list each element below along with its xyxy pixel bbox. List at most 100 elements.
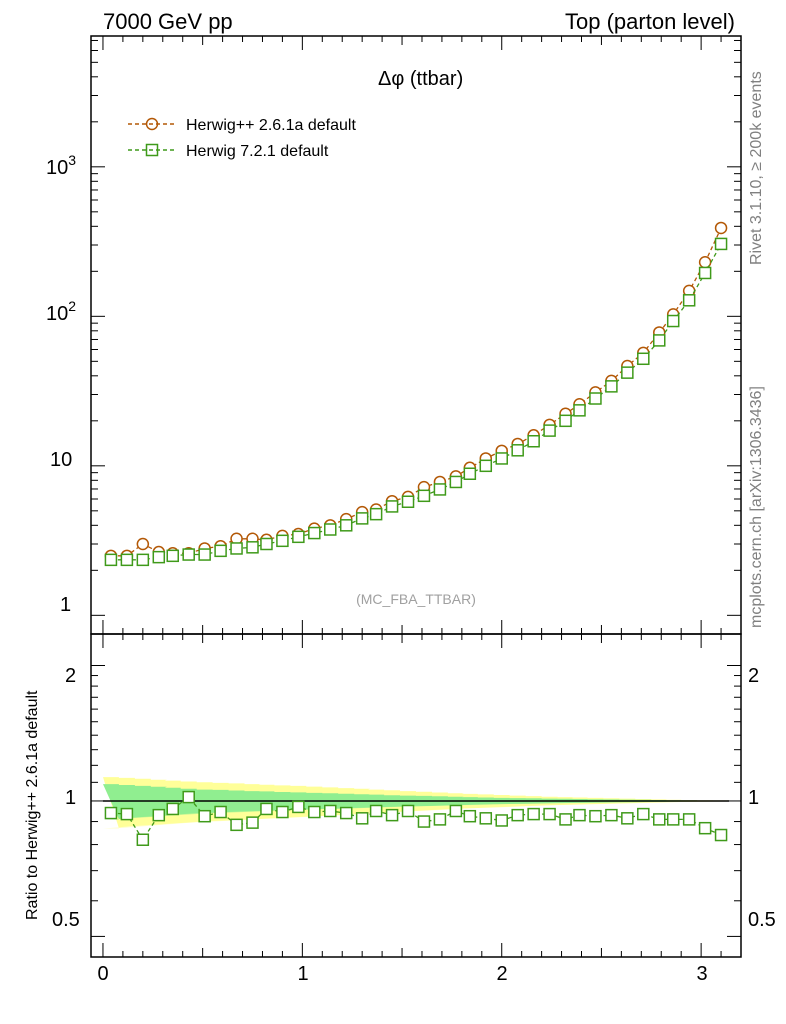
data-point-s2	[401, 495, 415, 509]
ratio-point	[559, 813, 572, 826]
data-point-s2	[136, 553, 150, 567]
ratio-point	[621, 812, 634, 825]
ratio-point	[573, 808, 586, 822]
ratio-point	[104, 806, 118, 820]
data-point-s2	[653, 334, 666, 347]
ratio-point	[433, 813, 447, 826]
watermark: (MC_FBA_TTBAR)	[356, 591, 476, 607]
data-point-s2	[198, 548, 211, 561]
data-point-s2	[449, 475, 463, 489]
ratio-tick-right-2: 2	[748, 665, 759, 687]
data-point-s2	[355, 512, 369, 525]
legend-label-s1: Herwig++ 2.6.1a default	[186, 117, 356, 134]
rivet-label: Rivet 3.1.10, ≥ 200k events	[748, 71, 765, 265]
data-point-s2	[104, 553, 118, 567]
legend: Herwig++ 2.6.1a default Herwig 7.2.1 def…	[128, 117, 356, 160]
ratio-point	[449, 804, 463, 818]
ratio-tick-left-0.5: 0.5	[52, 909, 80, 931]
ratio-point	[666, 813, 680, 826]
y-tick-1000: 103	[46, 152, 76, 179]
ratio-point	[479, 812, 493, 825]
data-point-s2	[479, 459, 493, 473]
data-point-s1	[136, 537, 150, 551]
mcplots-label: mcplots.cern.ch [arXiv:1306.3436]	[748, 386, 765, 628]
data-point-s2	[214, 544, 227, 558]
data-point-s2	[260, 537, 273, 551]
data-point-s2	[385, 500, 399, 513]
legend-marker-s1	[145, 117, 159, 131]
ratio-tick-right-1: 1	[748, 787, 759, 809]
x-tick-0: 0	[97, 963, 108, 985]
ratio-point	[120, 807, 134, 821]
y-tick-10: 10	[50, 449, 72, 471]
data-point-s2	[682, 294, 696, 307]
data-point-s2	[559, 414, 572, 428]
ratio-band-inner	[103, 784, 729, 820]
ratio-point	[714, 828, 728, 842]
ratio-point	[198, 809, 211, 823]
data-point-s2	[120, 553, 134, 567]
data-point-s2	[463, 467, 477, 481]
series-line-s1	[110, 227, 722, 557]
data-point-s2	[339, 519, 353, 532]
series-line-s2	[110, 243, 722, 561]
ratio-point	[637, 807, 650, 821]
data-point-s2	[714, 237, 728, 251]
data-point-s2	[637, 352, 650, 366]
ratio-point	[339, 806, 353, 820]
data-point-s2	[511, 444, 524, 457]
data-point-s2	[417, 489, 431, 503]
data-point-s2	[166, 549, 179, 563]
header-left: 7000 GeV pp	[103, 9, 233, 34]
ratio-point	[246, 816, 259, 829]
data-point-s2	[433, 483, 447, 496]
ratio-frame	[90, 633, 742, 958]
data-point-s2	[246, 541, 259, 554]
ratio-point	[276, 805, 289, 819]
ratio-point	[230, 818, 243, 832]
ratio-point	[136, 833, 150, 846]
x-tick-3: 3	[696, 963, 707, 985]
ratio-point	[463, 809, 477, 823]
ratio-point	[401, 804, 415, 818]
data-point-s2	[292, 530, 305, 544]
data-point-s1	[714, 221, 728, 235]
ratio-point	[589, 809, 602, 823]
ratio-point	[527, 807, 540, 821]
data-point-s2	[276, 534, 289, 548]
data-point-s2	[605, 380, 618, 393]
ratio-point	[152, 808, 166, 822]
ratio-tick-right-0.5: 0.5	[748, 909, 776, 931]
ratio-point	[417, 815, 431, 828]
data-point-s2	[621, 366, 634, 379]
ratio-point	[385, 808, 399, 822]
data-point-s2	[698, 266, 712, 280]
plot-title: Δφ (ttbar)	[378, 68, 463, 90]
ratio-point	[324, 804, 337, 818]
data-point-s2	[589, 392, 602, 405]
data-point-s2	[152, 550, 166, 564]
ratio-point	[698, 821, 712, 835]
legend-label-s2: Herwig 7.2.1 default	[186, 143, 329, 160]
ratio-point	[511, 808, 524, 822]
data-point-s2	[573, 404, 586, 417]
data-point-s2	[182, 548, 195, 561]
ratio-line	[110, 796, 722, 841]
ratio-point	[166, 802, 179, 816]
ratio-tick-left-1: 1	[65, 787, 76, 809]
data-point-s2	[527, 435, 540, 448]
y-tick-1: 1	[60, 594, 71, 616]
legend-marker-s2	[145, 143, 159, 157]
ratio-point	[260, 802, 273, 816]
ratio-point	[308, 805, 321, 819]
ratio-point	[292, 800, 305, 814]
ratio-point	[605, 808, 618, 822]
ratio-point	[355, 812, 369, 825]
ratio-point	[543, 807, 556, 821]
x-tick-1: 1	[297, 963, 308, 985]
ratio-point	[495, 814, 508, 827]
ratio-point	[182, 790, 195, 804]
ratio-tick-left-2: 2	[65, 665, 76, 687]
data-point-s2	[369, 507, 383, 521]
